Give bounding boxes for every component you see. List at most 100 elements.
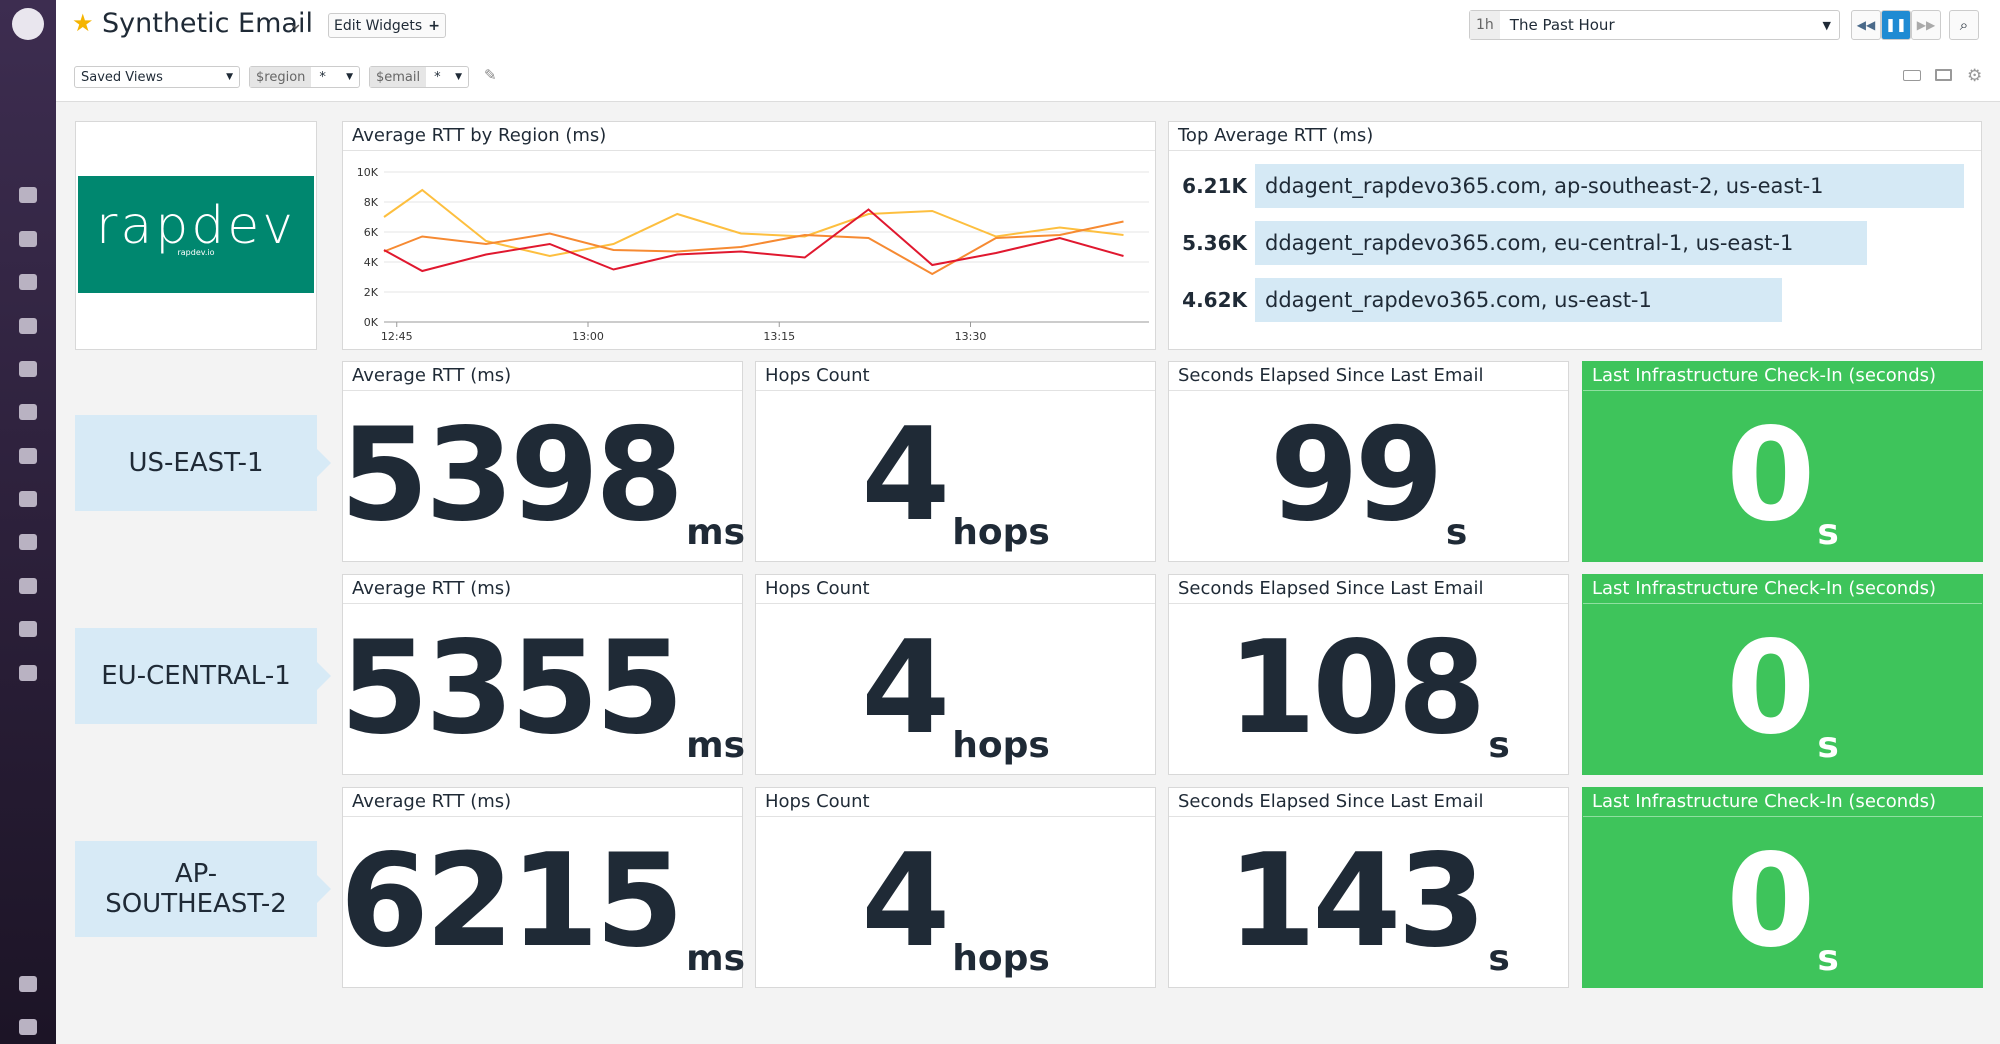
query-value-widget: Last Infrastructure Check-In (seconds) 0 s <box>1582 361 1983 562</box>
nav-icon[interactable] <box>19 274 37 290</box>
logo-text: rapdev <box>95 196 297 256</box>
x-tick-label: 13:00 <box>572 330 604 343</box>
widget-title: Hops Count <box>756 362 1155 391</box>
query-value-widget: Seconds Elapsed Since Last Email 143 s <box>1168 787 1569 988</box>
value-wrap: 4 hops <box>756 390 1155 561</box>
email-variable[interactable]: $email * ▼ <box>369 66 469 88</box>
big-value: 0 <box>1726 826 1815 976</box>
series-line <box>383 220 1124 276</box>
value-unit: hops <box>952 938 1050 979</box>
bar-label: ddagent_rapdevo365.com, eu-central-1, us… <box>1265 231 1794 255</box>
value-unit: hops <box>952 725 1050 766</box>
keyboard-icon[interactable] <box>1903 70 1921 81</box>
value-wrap: 6215 ms <box>340 816 746 987</box>
value-unit: ms <box>686 938 746 979</box>
nav-icon[interactable] <box>19 534 37 550</box>
search-button[interactable]: ⌕ <box>1949 10 1979 40</box>
nav-icon[interactable] <box>19 578 37 594</box>
time-selector[interactable]: 1h The Past Hour ▼ <box>1469 10 1840 40</box>
big-value: 0 <box>1726 400 1815 550</box>
big-value: 143 <box>1227 826 1486 976</box>
line-widget: Average RTT by Region (ms) 0K 2K 4K 6K 8K 10K… <box>342 121 1156 350</box>
nav-icon[interactable] <box>19 665 37 681</box>
nav-icon[interactable] <box>19 491 37 507</box>
value-unit: s <box>1488 725 1510 766</box>
region-label: EU-CENTRAL-1 <box>75 628 331 724</box>
widget-title: Hops Count <box>756 788 1155 817</box>
logo-subtext: rapdev.io <box>177 248 215 257</box>
rewind-button[interactable]: ◀◀ <box>1851 10 1881 40</box>
widget-title: Average RTT by Region (ms) <box>343 122 1155 151</box>
toplist-widget: Top Average RTT (ms) 6.21K ddagent_rapdev… <box>1168 121 1982 350</box>
nav-icon[interactable] <box>19 318 37 334</box>
query-value-widget: Seconds Elapsed Since Last Email 99 s <box>1168 361 1569 562</box>
nav-icon[interactable] <box>19 448 37 464</box>
widget-title: Top Average RTT (ms) <box>1169 122 1981 151</box>
nav-icon[interactable] <box>19 621 37 637</box>
saved-views-label: Saved Views <box>81 69 163 85</box>
pause-button[interactable]: ❚❚ <box>1881 10 1911 40</box>
saved-views[interactable]: Saved Views ▼ <box>74 66 240 88</box>
bar-label: ddagent_rapdevo365.com, ap-southeast-2, … <box>1265 174 1824 198</box>
variable-name: $email <box>370 67 427 87</box>
value-unit: ms <box>686 512 746 553</box>
nav-icon[interactable] <box>19 231 37 247</box>
nav-icon[interactable] <box>19 976 37 992</box>
series-line <box>383 208 1124 273</box>
query-value-widget: Hops Count 4 hops <box>755 574 1156 775</box>
forward-button[interactable]: ▶▶ <box>1911 10 1941 40</box>
widget-title: Last Infrastructure Check-In (seconds) <box>1583 575 1982 604</box>
nav-icon[interactable] <box>19 187 37 203</box>
variable-value: * <box>319 69 326 85</box>
nav-icon[interactable] <box>19 361 37 377</box>
edit-widgets-button[interactable]: Edit Widgets + <box>328 13 446 38</box>
query-value-widget: Seconds Elapsed Since Last Email 108 s <box>1168 574 1569 775</box>
tv-icon[interactable] <box>1935 69 1952 81</box>
big-value: 4 <box>861 613 950 763</box>
query-value-widget: Hops Count 4 hops <box>755 361 1156 562</box>
settings-icon[interactable]: ⚙ <box>1967 66 1983 86</box>
edit-widgets-label: Edit Widgets <box>334 17 423 34</box>
y-tick-label: 4K <box>364 256 379 269</box>
title-dropdown[interactable]: ⌄ <box>288 13 304 34</box>
big-value: 0 <box>1726 613 1815 763</box>
nav-icon[interactable] <box>19 1019 37 1035</box>
widget-title: Seconds Elapsed Since Last Email <box>1169 362 1568 391</box>
bar <box>1255 278 1783 322</box>
big-value: 4 <box>861 826 950 976</box>
nav-icon[interactable] <box>19 404 37 420</box>
app-logo[interactable] <box>12 8 44 40</box>
top-bar: ★ Synthetic Email ⌄ Edit Widgets + 1h The… <box>56 0 2000 102</box>
value-label: 5.36K <box>1182 231 1247 255</box>
line-chart: 0K 2K 4K 6K 8K 10K 12:45 13:00 13:15 13:30 <box>357 166 1149 343</box>
widget-title: Last Infrastructure Check-In (seconds) <box>1583 362 1982 391</box>
big-value: 4 <box>861 400 950 550</box>
region-label: US-EAST-1 <box>75 415 331 511</box>
value-unit: s <box>1817 725 1839 766</box>
y-tick-label: 2K <box>364 286 379 299</box>
edit-variables[interactable]: ✎ <box>484 66 497 84</box>
x-tick-label: 13:15 <box>763 330 795 343</box>
big-value: 5398 <box>339 400 684 550</box>
widget-title: Seconds Elapsed Since Last Email <box>1169 788 1568 817</box>
query-value-widget: Average RTT (ms) 5398 ms <box>339 361 746 562</box>
series-line <box>383 188 1124 258</box>
variable-value: * <box>434 69 441 85</box>
y-tick-label: 10K <box>357 166 379 179</box>
value-unit: ms <box>686 725 746 766</box>
big-value: 108 <box>1227 613 1486 763</box>
query-value-widget: Last Infrastructure Check-In (seconds) 0 s <box>1582 574 1983 775</box>
widget-title: Last Infrastructure Check-In (seconds) <box>1583 788 1982 817</box>
query-value-widget: Hops Count 4 hops <box>755 787 1156 988</box>
big-value: 5355 <box>339 613 684 763</box>
logo-widget: rapdev rapdev.io <box>75 121 317 350</box>
value-label: 4.62K <box>1182 288 1247 312</box>
favorite-star[interactable]: ★ <box>72 9 94 37</box>
region-variable[interactable]: $region * ▼ <box>249 66 360 88</box>
query-value-widget: Last Infrastructure Check-In (seconds) 0 s <box>1582 787 1983 988</box>
time-range: The Past Hour <box>1509 16 1615 34</box>
value-wrap: 108 s <box>1169 603 1568 774</box>
